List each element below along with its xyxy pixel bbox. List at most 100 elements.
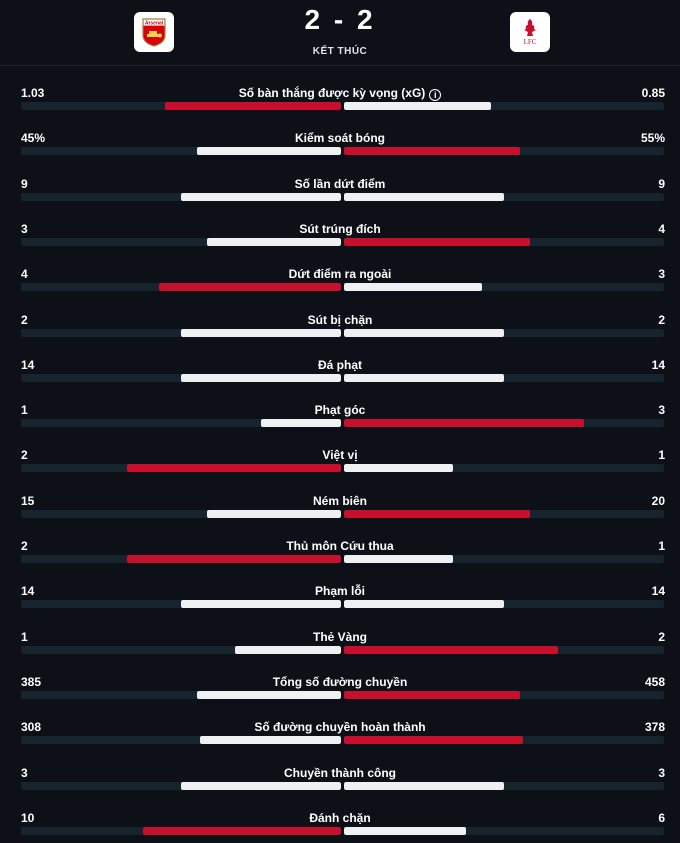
stat-row: 3 Chuyền thành công 3 [0,766,680,811]
stat-label: Sút bị chặn [0,313,680,327]
home-stat-value: 3 [21,765,28,780]
stat-row: 308 Số đường chuyền hoàn thành 378 [0,720,680,765]
away-stat-bar [344,736,523,745]
home-stat-bar [181,373,341,382]
away-stat-bar-track [344,464,664,473]
away-stat-bar [344,328,504,337]
away-stat-bar-track [344,555,664,563]
away-stat-value: 14 [651,357,665,372]
home-stat-bar [165,102,341,110]
home-stat-bar [181,192,341,201]
home-stat-bar [127,464,341,473]
away-stat-bar [344,781,504,790]
home-stat-bar-track [21,102,341,110]
home-stat-value: 308 [21,720,42,735]
away-stat-bar [344,464,453,473]
away-stat-bar-track [344,373,664,382]
home-stat-value: 1.03 [21,86,45,100]
away-stat-bar-track [344,192,664,201]
match-header: Arsenal 2 - 2 KẾT THÚC LFC [0,0,680,66]
stat-row: 45% Kiểm soát bóng 55% [0,131,680,176]
stat-label: Số đường chuyền hoàn thành [0,720,680,734]
stat-row: 4 Dứt điểm ra ngoài 3 [0,267,680,312]
stat-row: 14 Phạm lỗi 14 [0,584,680,629]
away-stat-bar [344,600,504,609]
home-stat-bar [207,509,341,518]
arsenal-crest-icon: Arsenal [142,18,166,47]
away-stat-bar-track [344,237,664,246]
home-stat-bar [181,781,341,790]
stat-label-text: Việt vị [322,448,358,463]
stat-label-text: Tổng số đường chuyền [272,674,408,689]
home-stat-value: 1 [21,629,28,644]
home-stat-bar [181,600,341,609]
stat-label-text: Đá phạt [317,357,362,372]
away-stat-bar [344,555,453,563]
home-stat-bar-track [21,328,341,337]
stat-label-text: Sút trúng đích [299,221,381,236]
stat-row: 15 Ném biên 20 [0,494,680,539]
stat-row: 1 Thẻ Vàng 2 [0,630,680,675]
away-stat-bar [344,192,504,201]
stat-label-text: Chuyền thành công [284,765,396,780]
stat-row: 1 Phạt góc 3 [0,403,680,448]
away-stat-value: 3 [658,403,665,418]
away-stat-bar [344,237,530,246]
home-stat-bar-track [21,600,341,609]
stat-label-text: Số bàn thắng được kỳ vọng (xG) [238,86,426,100]
away-stat-bar-track [344,102,664,110]
away-stat-bar [344,509,530,518]
stat-label: Số bàn thắng được kỳ vọng (xG) i [0,86,680,101]
stat-row: 385 Tổng số đường chuyền 458 [0,675,680,720]
away-stat-bar-track [344,419,664,428]
home-stat-value: 1 [21,403,28,418]
home-stat-bar [207,237,341,246]
away-team-logo[interactable]: LFC [510,12,550,52]
home-stat-bar-track [21,555,341,563]
stat-label: Chuyền thành công [0,766,680,780]
away-stat-bar [344,373,504,382]
stat-row: 2 Thủ môn Cứu thua 1 [0,539,680,584]
away-stat-bar [344,419,584,428]
home-stat-bar-track [21,736,341,745]
home-stat-bar-track [21,237,341,246]
away-stat-bar [344,645,558,654]
stat-row: 1.03 Số bàn thắng được kỳ vọng (xG) i 0.85 [0,86,680,131]
stat-label: Việt vị [0,448,680,462]
home-stat-bar-track [21,283,341,292]
home-stat-value: 45% [21,131,46,146]
away-stat-bar [344,283,482,292]
home-stat-bar-track [21,509,341,518]
away-stat-bar-track [344,690,664,699]
home-stat-value: 15 [21,493,35,508]
home-stat-bar-track [21,419,341,428]
away-stat-value: 2 [658,312,665,327]
stat-label: Tổng số đường chuyền [0,675,680,689]
home-stat-value: 3 [21,221,28,236]
home-stat-bar [235,645,341,654]
away-stat-value: 3 [658,267,665,282]
stat-row: 3 Sút trúng đích 4 [0,222,680,267]
info-icon[interactable]: i [429,89,442,101]
stat-label: Phạt góc [0,403,680,417]
away-stat-value: 1 [658,448,665,463]
home-stat-bar [159,283,341,292]
home-stat-bar [181,328,341,337]
home-stat-bar [197,147,341,156]
stat-label: Thủ môn Cứu thua [0,539,680,553]
home-stat-value: 14 [21,357,35,372]
stat-label: Thẻ Vàng [0,630,680,644]
stat-label-text: Dứt điểm ra ngoài [288,267,392,282]
stat-label-text: Số lần dứt điểm [294,176,386,191]
home-stat-value: 4 [21,267,28,282]
stat-row: 10 Đánh chặn 6 [0,811,680,843]
away-stat-value: 6 [658,810,665,825]
away-stat-bar-track [344,328,664,337]
home-stat-bar-track [21,373,341,382]
home-team-logo[interactable]: Arsenal [134,12,174,52]
stat-label: Sút trúng đích [0,222,680,236]
away-stat-bar-track [344,826,664,835]
stat-label-text: Sút bị chặn [307,312,373,327]
stat-label-text: Kiểm soát bóng [294,131,385,146]
away-logo-text: LFC [524,38,537,46]
